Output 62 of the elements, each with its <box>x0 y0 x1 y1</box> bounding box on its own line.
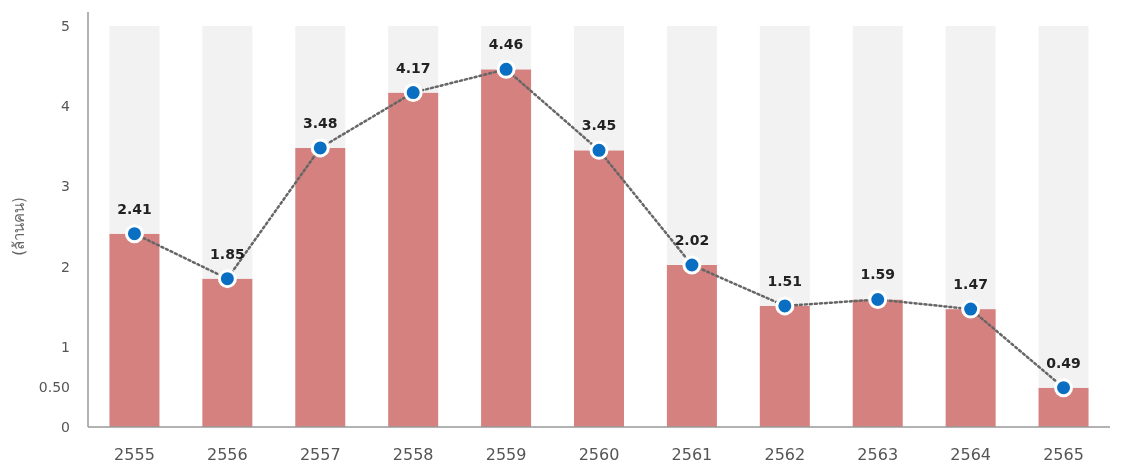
x-tick-label: 2556 <box>207 445 248 464</box>
y-tick-label: 3 <box>61 178 70 195</box>
point <box>682 255 702 275</box>
data-label: 3.48 <box>303 114 338 131</box>
point <box>496 59 516 79</box>
x-tick-label: 2561 <box>671 445 713 464</box>
bar <box>759 26 810 306</box>
data-label: 4.17 <box>395 59 431 76</box>
y-tick-label: 1 <box>61 338 70 355</box>
point <box>775 296 795 316</box>
bar <box>295 147 346 427</box>
data-label: 1.47 <box>953 276 988 293</box>
x-tick-label: 2564 <box>950 445 991 464</box>
point <box>124 224 144 244</box>
bar <box>202 26 253 279</box>
bar <box>388 26 439 93</box>
data-label: 2.41 <box>117 200 152 217</box>
bar <box>759 305 810 427</box>
point <box>589 140 609 160</box>
data-label: 1.85 <box>210 245 245 262</box>
data-label: 2.02 <box>674 232 710 248</box>
bar <box>109 26 160 234</box>
bar <box>574 150 624 427</box>
bar <box>945 26 996 310</box>
point <box>310 138 330 158</box>
data-label: 1.51 <box>767 272 803 289</box>
bar <box>1038 387 1089 427</box>
data-label: 4.46 <box>488 36 524 53</box>
bar <box>388 92 439 427</box>
y-tick-label: 0 <box>61 419 70 435</box>
bar <box>109 233 160 427</box>
y-axis-title: (ล้านคน) <box>10 197 28 256</box>
data-label: 0.49 <box>1046 354 1081 371</box>
x-tick-label: 2559 <box>485 445 527 464</box>
point <box>217 269 237 289</box>
bar <box>666 26 717 265</box>
data-label: 3.45 <box>581 117 617 134</box>
bar <box>202 278 253 427</box>
bar <box>945 309 996 427</box>
x-tick-label: 2557 <box>299 445 341 464</box>
bar <box>295 26 346 148</box>
x-tick-label: 2560 <box>578 445 620 464</box>
data-label: 1.59 <box>860 266 895 283</box>
bar <box>1038 26 1089 388</box>
y-tick-label: 0.50 <box>38 378 70 395</box>
x-tick-label: 2565 <box>1043 445 1084 464</box>
bar <box>574 26 624 151</box>
bar <box>666 265 717 427</box>
y-tick-label: 4 <box>61 98 71 115</box>
point <box>403 83 423 103</box>
x-tick-label: 2563 <box>857 445 899 464</box>
bar <box>852 299 903 427</box>
y-tick-label: 5 <box>61 18 70 34</box>
y-tick-label: 2 <box>61 258 70 275</box>
bar <box>852 26 903 300</box>
x-tick-label: 2555 <box>114 445 155 464</box>
point <box>868 289 888 309</box>
point <box>961 299 981 319</box>
point <box>1054 378 1074 398</box>
bar <box>481 69 532 427</box>
x-tick-label: 2562 <box>764 445 806 464</box>
x-tick-label: 2558 <box>392 445 434 464</box>
